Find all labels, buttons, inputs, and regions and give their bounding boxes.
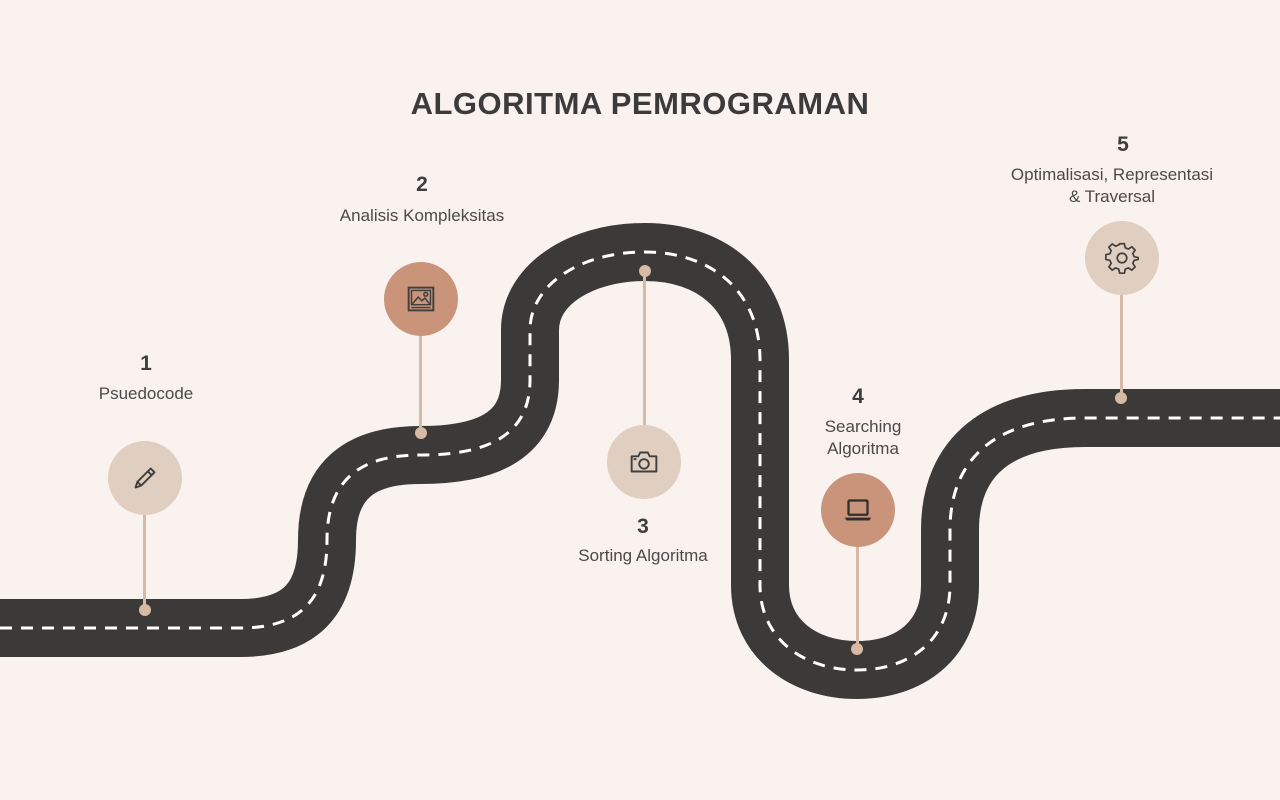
milestone-4-stem xyxy=(856,547,859,647)
camera-icon xyxy=(630,451,658,473)
milestone-5-stem xyxy=(1120,295,1123,397)
milestone-2-dot xyxy=(415,427,427,439)
page-title: ALGORITMA PEMROGRAMAN xyxy=(410,86,870,121)
milestone-5-dot xyxy=(1115,392,1127,404)
milestone-3-stem xyxy=(643,271,646,427)
milestone-1-badge xyxy=(108,441,182,515)
milestone-2-badge xyxy=(384,262,458,336)
milestone-5-label: Optimalisasi, Representasi & Traversal xyxy=(1010,165,1214,206)
road-center-line xyxy=(0,250,1280,672)
milestone-5-number: 5 xyxy=(1117,133,1129,156)
milestone-1-dot xyxy=(139,604,151,616)
milestone-2-number: 2 xyxy=(416,173,428,196)
milestone-3-number: 3 xyxy=(637,515,649,538)
gear-icon xyxy=(1104,242,1140,275)
pencil-icon xyxy=(134,467,156,489)
milestone-3-label: Sorting Algoritma xyxy=(578,546,708,565)
laptop-icon xyxy=(844,499,872,521)
milestone-4-badge xyxy=(821,473,895,547)
milestone-1-number: 1 xyxy=(140,352,152,375)
milestone-5-badge xyxy=(1085,221,1159,295)
milestone-4-dot xyxy=(851,643,863,655)
milestone-3-badge xyxy=(607,425,681,499)
milestone-4-number: 4 xyxy=(852,385,864,408)
image-icon xyxy=(407,286,435,312)
milestone-1-stem xyxy=(143,511,146,606)
milestone-2-stem xyxy=(419,336,422,431)
milestone-1-label: Psuedocode xyxy=(98,384,194,403)
milestone-2-label: Analisis Kompleksitas xyxy=(339,206,505,225)
milestone-4-label: Searching Algoritma xyxy=(824,417,902,458)
